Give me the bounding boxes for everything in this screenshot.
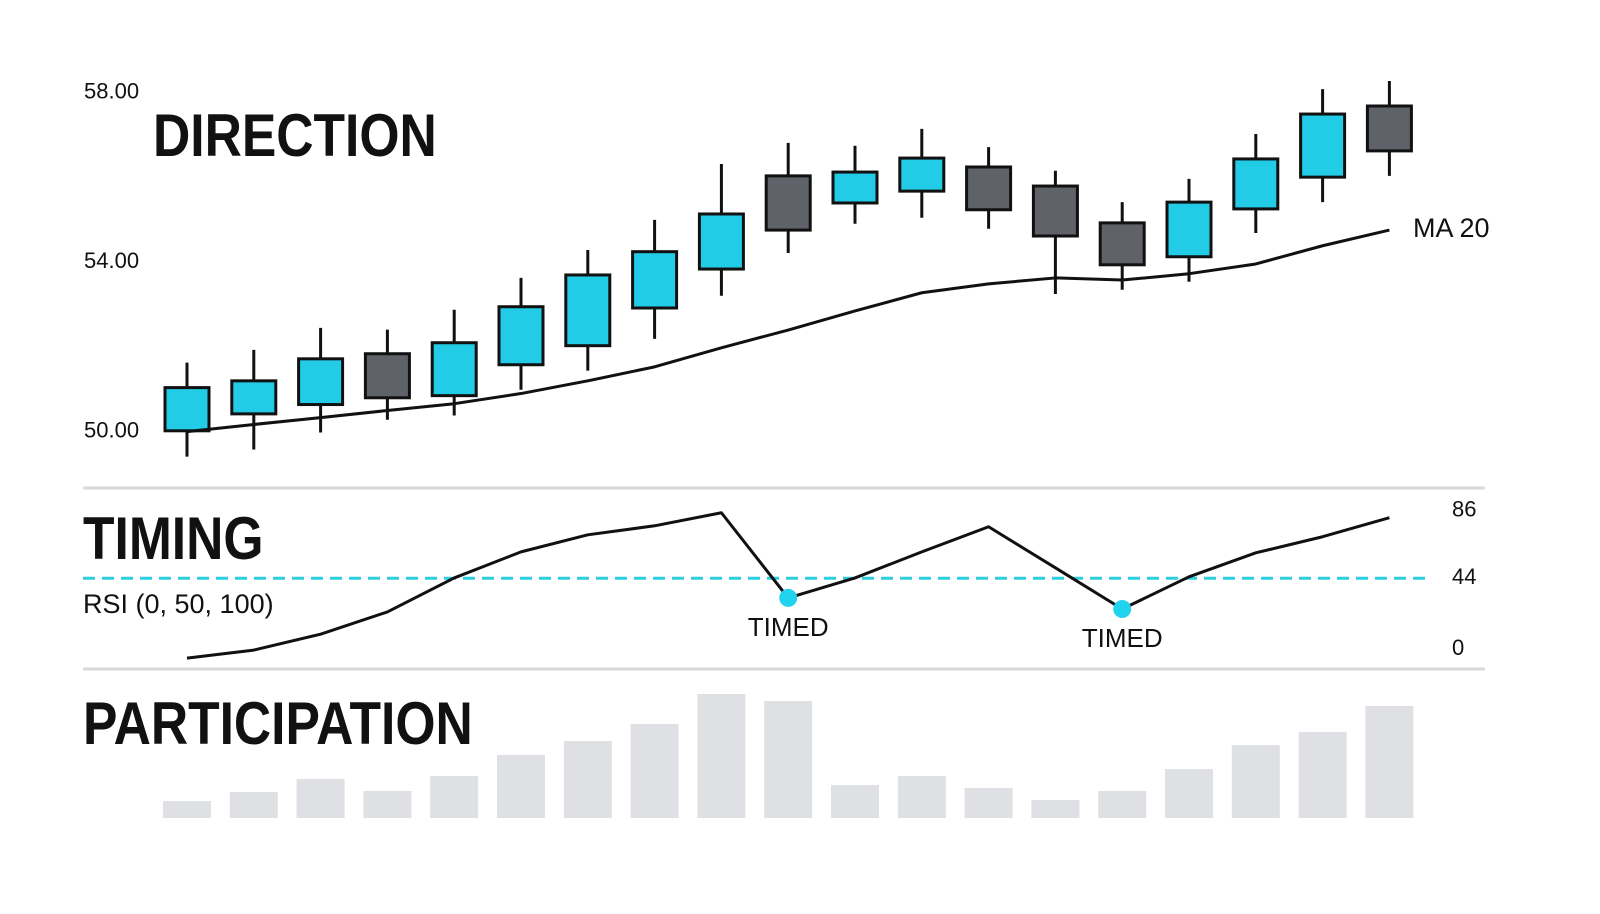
candle-body	[564, 273, 612, 348]
candle-body	[631, 250, 679, 310]
y-tick-label: 44	[1452, 564, 1476, 589]
y-tick-label: 54.00	[84, 248, 139, 273]
y-tick-label: 0	[1452, 635, 1464, 660]
panel-title: TIMING	[83, 504, 264, 572]
volume-bar	[1231, 745, 1280, 818]
candle-body	[163, 386, 211, 433]
signal-marker	[779, 588, 798, 607]
candle-body	[297, 357, 345, 407]
volume-bar	[697, 694, 746, 818]
panel-title: DIRECTION	[153, 101, 437, 169]
annotation: TIMED	[1082, 623, 1163, 653]
candle-body	[1165, 200, 1213, 259]
volume-bar	[497, 755, 545, 818]
volume-bar	[897, 776, 946, 818]
candle-body	[230, 379, 278, 416]
candle-body	[497, 305, 545, 367]
volume-bar	[430, 776, 479, 818]
volume-bar	[1098, 791, 1147, 818]
volume-bar	[229, 792, 278, 818]
candle-body	[363, 352, 411, 400]
volume-bar	[1298, 732, 1347, 818]
volume-bar	[831, 785, 879, 818]
signal-marker	[1113, 600, 1132, 619]
candle-body	[764, 174, 812, 232]
volume-bar	[363, 791, 412, 818]
y-tick-label: 58.00	[84, 79, 139, 104]
candle-body	[831, 170, 879, 205]
candle-body	[1098, 221, 1146, 267]
volume-bar	[764, 701, 813, 818]
candle-body	[1299, 112, 1347, 179]
panel-title: PARTICIPATION	[83, 689, 473, 757]
candle-body	[898, 156, 946, 193]
y-tick-label: 86	[1452, 496, 1476, 521]
subtitle: RSI (0, 50, 100)	[83, 589, 274, 619]
volume-bar	[1031, 800, 1080, 818]
candle-body	[697, 212, 745, 271]
candle-body	[1365, 104, 1413, 153]
volume-bar	[563, 741, 612, 818]
y-tick-label: 50.00	[84, 417, 139, 442]
candle-body	[1031, 184, 1079, 238]
volume-bar	[296, 779, 345, 818]
candle-body	[1232, 157, 1280, 211]
candle-body	[430, 341, 478, 398]
volume-bar	[630, 724, 679, 818]
annotation: TIMED	[748, 612, 829, 642]
volume-bar	[1365, 706, 1414, 818]
volume-bar	[964, 788, 1013, 818]
volume-bar	[1165, 769, 1213, 818]
series-label: MA 20	[1413, 213, 1490, 243]
candle-body	[965, 165, 1013, 212]
volume-bar	[163, 801, 211, 818]
moving-average	[186, 228, 1390, 434]
